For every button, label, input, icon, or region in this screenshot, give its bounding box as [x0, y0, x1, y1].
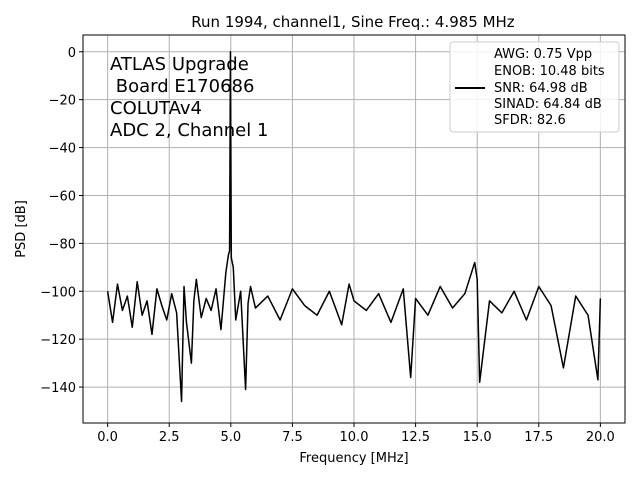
annotation-line: Board E170686: [110, 76, 254, 97]
y-tick-label: −80: [49, 237, 76, 252]
y-tick-label: −20: [49, 94, 76, 109]
legend-entry-line: SFDR: 82.6: [494, 113, 566, 128]
x-axis-label: Frequency [MHz]: [299, 451, 408, 466]
x-tick-label: 17.5: [524, 430, 553, 445]
y-tick-label: −140: [40, 381, 76, 396]
legend-entry-line: ENOB: 10.48 bits: [494, 64, 605, 79]
x-tick-label: 2.5: [159, 430, 180, 445]
legend: AWG: 0.75 Vpp ENOB: 10.48 bits SNR: 64.9…: [449, 41, 620, 133]
psd-series-line: [106, 51, 602, 403]
x-tick-label: 5.0: [220, 430, 241, 445]
annotation-line: ATLAS Upgrade: [110, 54, 249, 75]
tick-layer: 0.0 2.5 5.0 7.5 10.0 12.5 15.0 17.5 20.0 0 −20 −40 −…: [40, 46, 615, 445]
legend-entry-line: SINAD: 64.84 dB: [494, 97, 602, 112]
x-tick-label: 7.5: [282, 430, 303, 445]
x-tick-label: 12.5: [401, 430, 430, 445]
y-tick-label: −60: [49, 189, 76, 204]
series-layer: [106, 51, 602, 403]
legend-entry-line: SNR: 64.98 dB: [494, 81, 588, 96]
y-tick-label: −120: [40, 333, 76, 348]
x-tick-label: 0.0: [97, 430, 118, 445]
x-tick-label: 20.0: [586, 430, 615, 445]
annotation-line: COLUTAv4: [110, 98, 202, 119]
y-tick-label: −40: [49, 142, 76, 157]
chart-title: Run 1994, channel1, Sine Freq.: 4.985 MH…: [191, 13, 515, 31]
legend-entry-line: AWG: 0.75 Vpp: [494, 47, 592, 62]
y-tick-label: −100: [40, 285, 76, 300]
x-tick-label: 10.0: [340, 430, 369, 445]
legend-box: [449, 41, 620, 133]
y-axis-label: PSD [dB]: [14, 200, 29, 258]
annotation-block: ATLAS Upgrade Board E170686 COLUTAv4 ADC…: [110, 54, 268, 141]
x-tick-label: 15.0: [463, 430, 492, 445]
annotation-line: ADC 2, Channel 1: [110, 120, 268, 141]
y-tick-label: 0: [68, 46, 76, 61]
